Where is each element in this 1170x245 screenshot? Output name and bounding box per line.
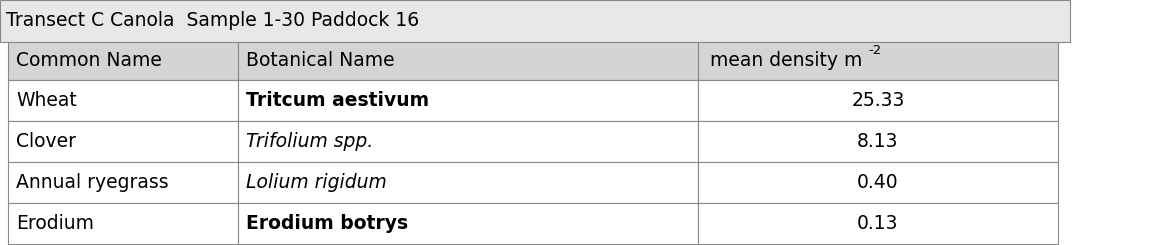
Bar — [698, 121, 1058, 162]
Text: 25.33: 25.33 — [852, 91, 904, 110]
Bar — [238, 162, 698, 203]
Bar — [238, 42, 698, 80]
Text: 8.13: 8.13 — [858, 132, 899, 151]
Text: Erodium botrys: Erodium botrys — [246, 214, 408, 233]
Text: -2: -2 — [868, 45, 881, 58]
Bar — [698, 162, 1058, 203]
Bar — [698, 42, 1058, 80]
Text: Wheat: Wheat — [16, 91, 77, 110]
Bar — [238, 80, 698, 121]
Bar — [238, 203, 698, 244]
Text: Clover: Clover — [16, 132, 76, 151]
Text: Tritcum aestivum: Tritcum aestivum — [246, 91, 429, 110]
Text: 0.40: 0.40 — [858, 173, 899, 192]
Text: Transect C Canola  Sample 1-30 Paddock 16: Transect C Canola Sample 1-30 Paddock 16 — [6, 12, 419, 30]
Bar — [8, 42, 238, 80]
Bar — [8, 162, 238, 203]
Text: 0.13: 0.13 — [858, 214, 899, 233]
Text: Annual ryegrass: Annual ryegrass — [16, 173, 168, 192]
Bar — [698, 203, 1058, 244]
Text: Lolium rigidum: Lolium rigidum — [246, 173, 387, 192]
Text: Botanical Name: Botanical Name — [246, 51, 394, 71]
Bar — [0, 0, 1071, 42]
Text: Trifolium spp.: Trifolium spp. — [246, 132, 373, 151]
Bar — [8, 80, 238, 121]
Bar — [238, 121, 698, 162]
Bar — [8, 121, 238, 162]
Text: mean density m: mean density m — [710, 51, 862, 71]
Text: Erodium: Erodium — [16, 214, 94, 233]
Text: Common Name: Common Name — [16, 51, 161, 71]
Bar — [8, 203, 238, 244]
Bar — [698, 80, 1058, 121]
